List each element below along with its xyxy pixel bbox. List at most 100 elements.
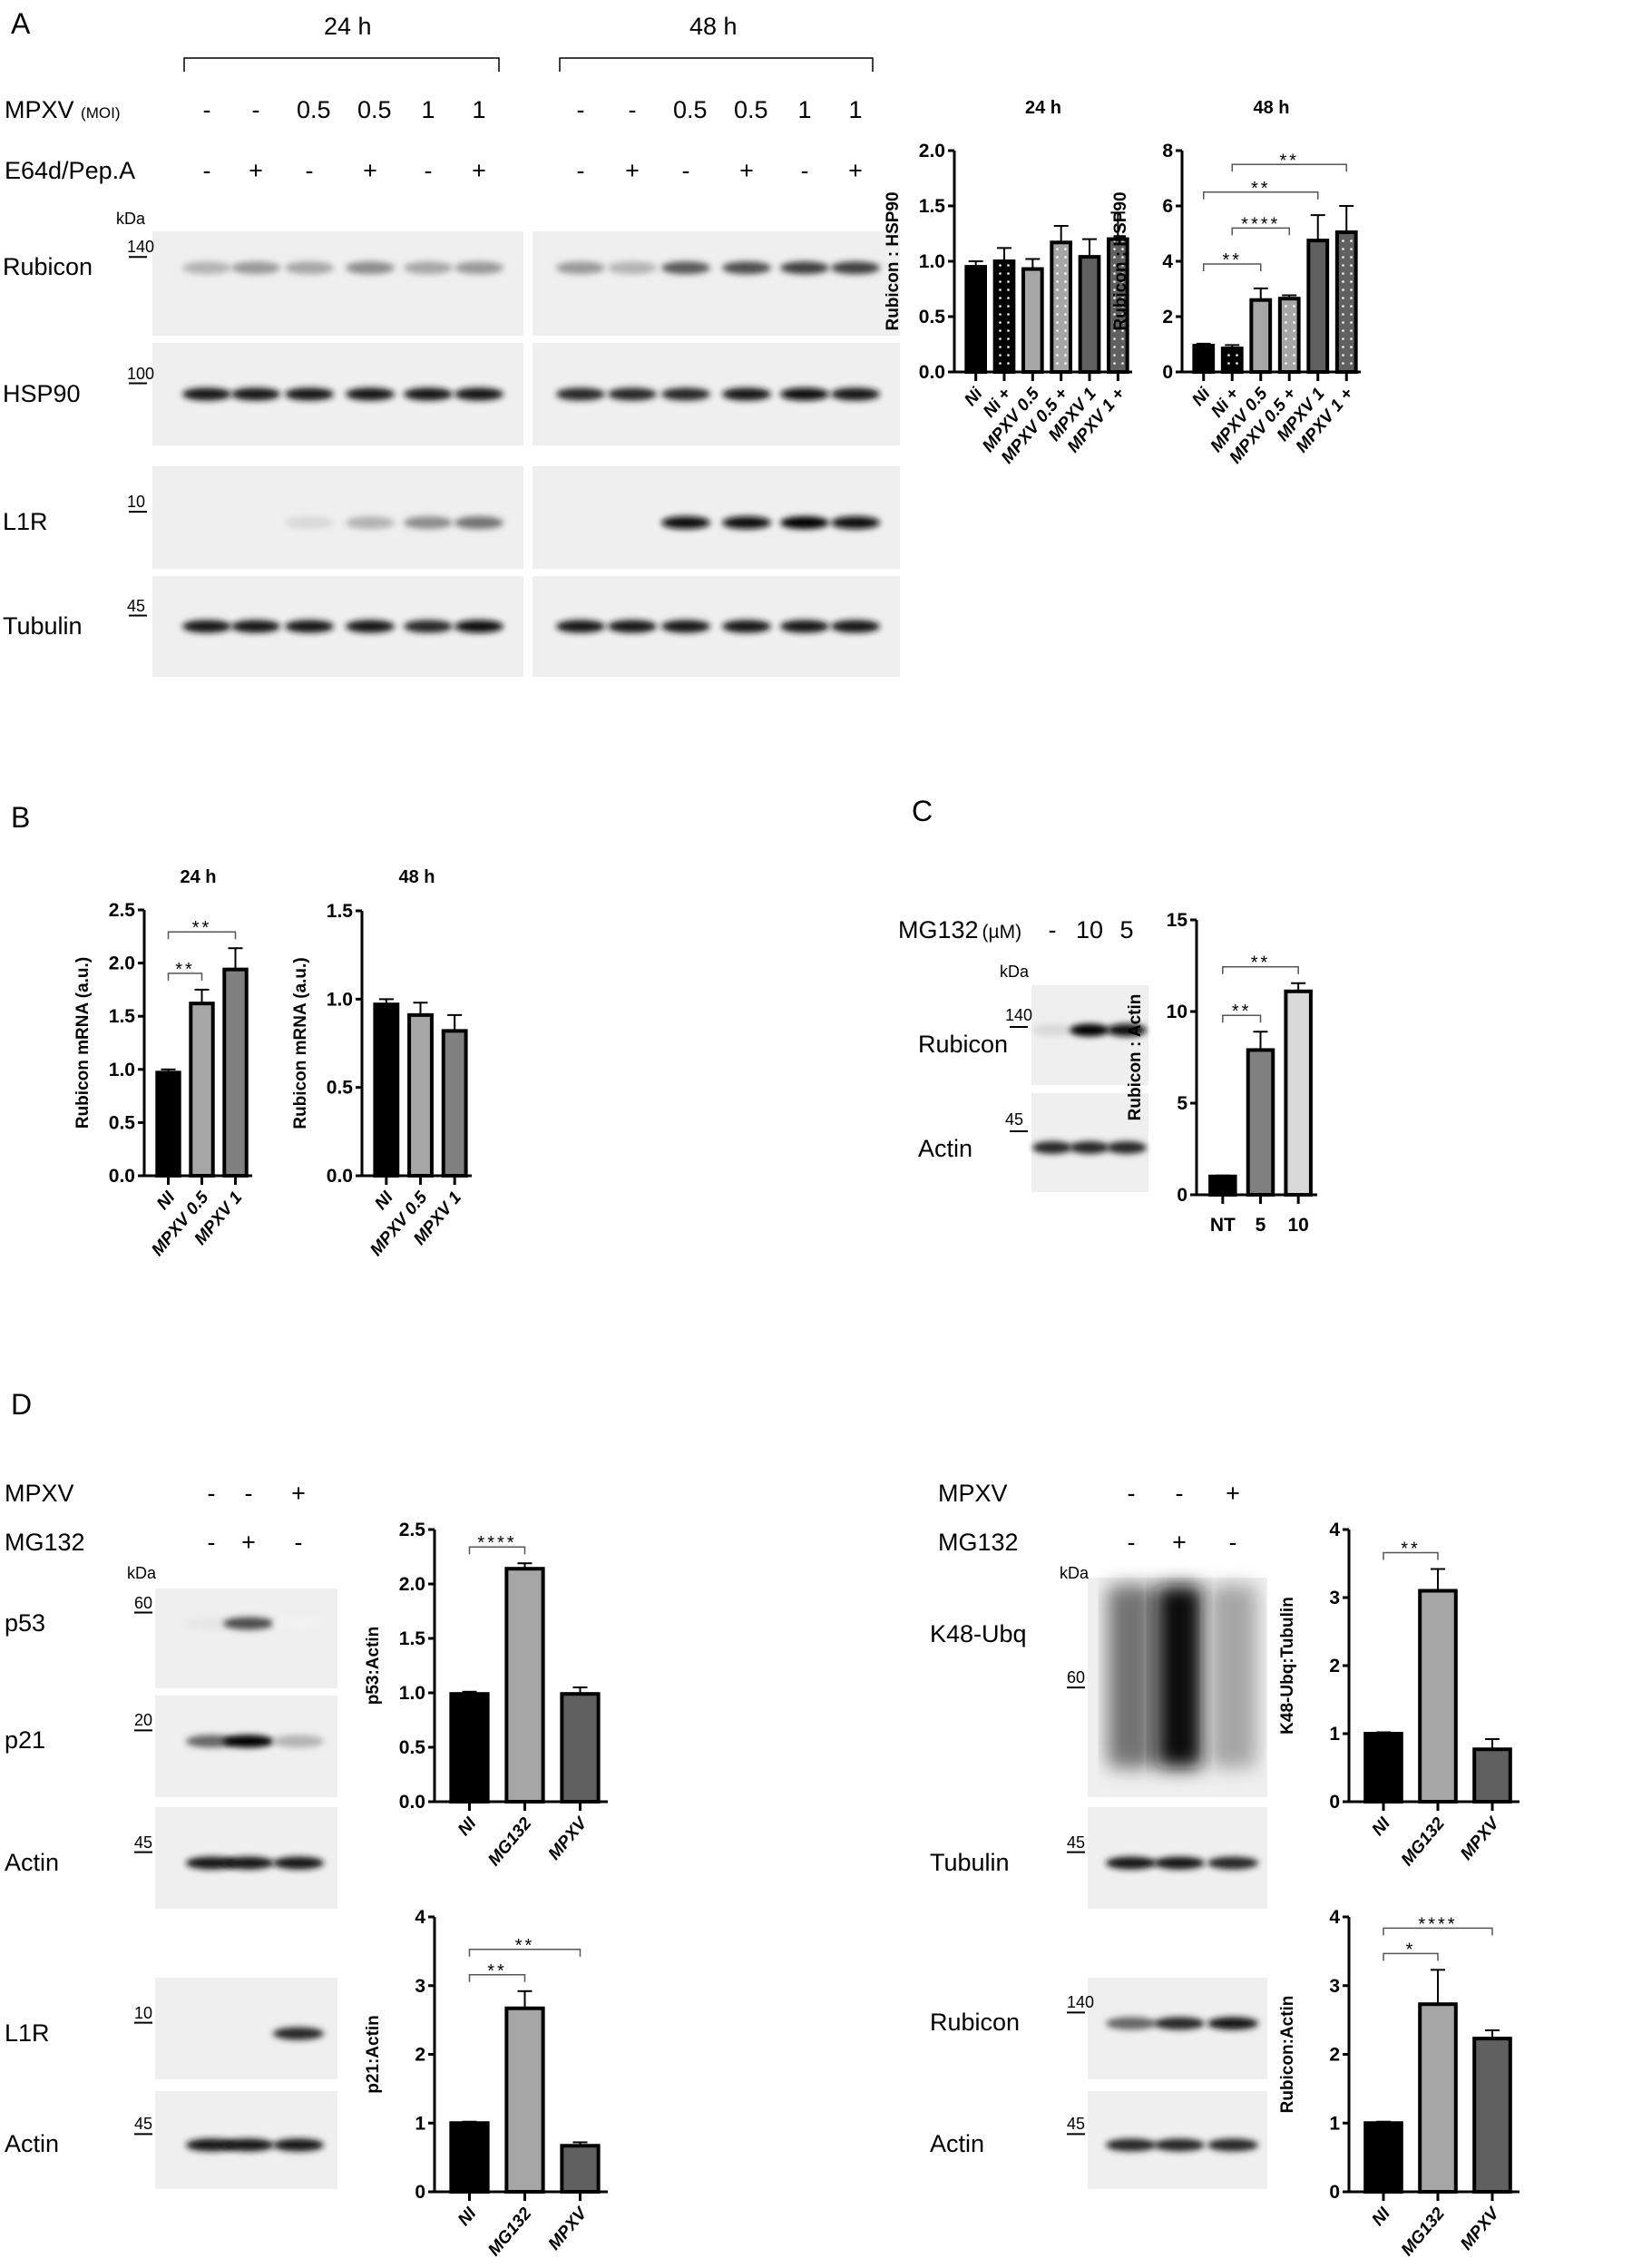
band: [182, 387, 231, 401]
x-tick-label: NI: [1369, 1813, 1395, 1840]
bar-mpxv: [560, 1692, 601, 1804]
band: [404, 387, 453, 401]
mpxv-lane-value: +: [1226, 1480, 1240, 1507]
y-tick-label: 0: [415, 2182, 425, 2203]
y-axis-label: p53:Actin: [364, 1627, 383, 1706]
blot-l1r-left: [155, 1978, 337, 2079]
band: [273, 1617, 324, 1630]
band: [454, 516, 503, 530]
significance-label: **: [1279, 151, 1299, 171]
bar-nt: [1208, 1174, 1237, 1198]
significance-label: **: [1232, 1002, 1252, 1022]
band: [186, 1735, 237, 1748]
band: [608, 620, 657, 633]
bar-mpxv-1: [441, 1029, 468, 1178]
band: [722, 261, 771, 275]
band: [186, 1856, 237, 1870]
band: [404, 261, 453, 275]
e64-lane-value: -: [681, 157, 690, 184]
y-tick-label: 0.5: [399, 1737, 426, 1758]
row-label: Rubicon: [930, 2009, 1021, 2037]
bar-ni: [964, 265, 988, 375]
y-tick-label: 1.0: [109, 1060, 135, 1080]
band: [1106, 1856, 1157, 1870]
chart-title: 24 h: [180, 867, 216, 887]
panel-label-d: D: [11, 1388, 33, 1421]
band: [285, 620, 334, 633]
band: [182, 261, 231, 275]
blot-tubulin-24h: [152, 576, 523, 677]
band: [608, 261, 657, 275]
mg132-lane-value: -: [1048, 916, 1057, 943]
kda-label: kDa: [127, 1564, 157, 1582]
y-tick-label: 2.5: [399, 1520, 426, 1540]
y-tick-label: 1.0: [919, 251, 945, 272]
significance-bracket: [1383, 1952, 1439, 1961]
mpxv-lane-value: -: [576, 96, 585, 123]
mpxv-lane-value: 0.5: [297, 96, 331, 123]
band: [223, 1735, 274, 1748]
unit-text: (µM): [982, 922, 1022, 943]
x-tick-label: NI: [153, 1188, 180, 1214]
y-tick-label: 0.0: [919, 362, 945, 383]
mpxv-label: MPXV: [938, 1480, 1008, 1507]
e64-lane-value: -: [202, 157, 211, 184]
bar-ni: [1192, 344, 1216, 374]
x-tick-label: NT: [1210, 1215, 1236, 1236]
band: [1207, 1856, 1258, 1870]
y-tick-label: 1.0: [327, 989, 353, 1010]
bar-pattern: [1053, 244, 1070, 370]
marker-label: 45: [134, 1833, 153, 1852]
time-label-48h: 48 h: [689, 13, 738, 40]
x-tick-label: MPXV: [545, 2204, 592, 2254]
e64-lane-value: -: [424, 157, 433, 184]
chart-title: 24 h: [1025, 98, 1061, 118]
significance-bracket: [468, 1949, 581, 1957]
e64-lane-value: +: [249, 157, 263, 184]
row-label: L1R: [5, 2019, 50, 2047]
mg132-lane-value: -: [207, 1529, 216, 1556]
marker-label: 45: [127, 596, 146, 615]
bar-ni: [449, 1692, 490, 1804]
marker-label: 100: [127, 364, 155, 383]
band: [1154, 2017, 1205, 2030]
mpxv-lane-value: 0.5: [734, 96, 768, 123]
y-tick-label: 2: [1162, 307, 1173, 327]
band: [223, 1856, 274, 1870]
blot-tubulin-right: [1088, 1807, 1267, 1909]
blot-rubicon-48h: [533, 231, 900, 336]
y-tick-label: 4: [415, 1907, 425, 1928]
chart-drub: Rubicon:Actin 0 1 2 3 4 NI MG132 MPXV *****: [1278, 1907, 1520, 2260]
band: [780, 387, 829, 401]
band: [661, 516, 710, 530]
band: [285, 387, 334, 401]
significance-label: **: [1401, 1540, 1421, 1559]
mpxv-lane-value: 0.5: [357, 96, 392, 123]
row-label: Tubulin: [930, 1848, 1010, 1876]
y-tick-label: 3: [1329, 1588, 1340, 1608]
band: [231, 387, 280, 401]
bar-pattern: [996, 263, 1012, 370]
band: [556, 620, 605, 633]
smear: [1108, 1585, 1155, 1768]
y-tick-label: 2.5: [109, 900, 136, 921]
significance-bracket: [1231, 163, 1347, 172]
mg132-lane-value: +: [1172, 1529, 1187, 1556]
x-tick-label: NI: [1369, 2204, 1395, 2230]
significance-bracket: [1222, 1014, 1262, 1023]
band: [661, 620, 710, 633]
y-tick-label: 4: [1329, 1907, 1340, 1928]
row-label: p53: [5, 1608, 46, 1637]
y-tick-label: 15: [1167, 910, 1188, 931]
band: [722, 620, 771, 633]
mpxv-lane-value: 1: [472, 96, 486, 123]
row-label: Actin: [930, 2130, 985, 2158]
marker-label: 60: [134, 1593, 153, 1612]
mpxv-text: MPXV: [5, 96, 74, 123]
bar-mpxv-0-5: [407, 1012, 434, 1178]
band: [454, 387, 503, 401]
y-axis-label: Rubicon : HSP90: [884, 191, 903, 330]
y-tick-label: 3: [415, 1976, 425, 1997]
e64-lane-value: -: [305, 157, 314, 184]
significance-bracket: [167, 931, 237, 940]
